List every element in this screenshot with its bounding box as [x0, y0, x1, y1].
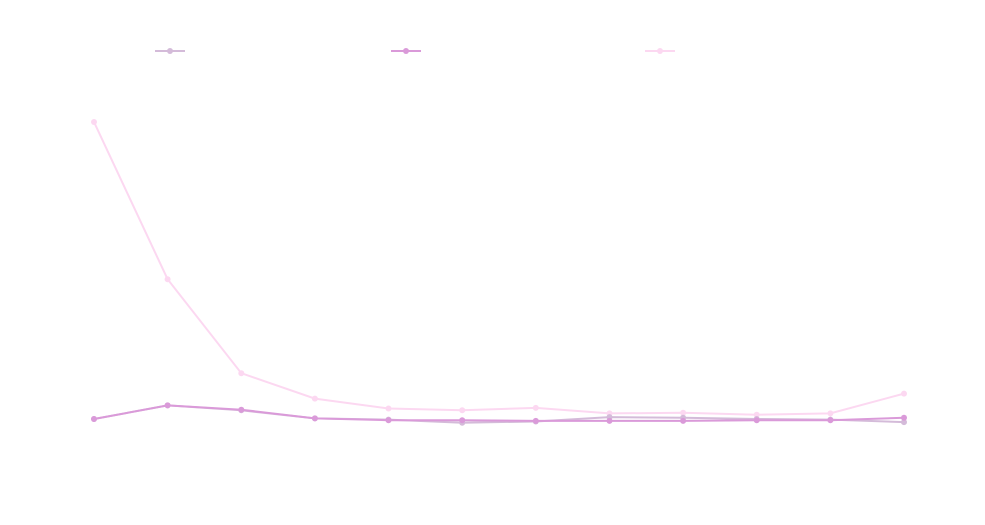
- series-3-point-6: [532, 404, 539, 411]
- series-2-point-9: [753, 417, 760, 424]
- series-3-point-5: [459, 407, 466, 414]
- series-2-point-11: [901, 414, 907, 421]
- series-2-point-3: [311, 415, 318, 422]
- legend-item-3: [645, 48, 675, 54]
- legend: [155, 48, 675, 54]
- series-3-point-9: [753, 411, 760, 418]
- series-2-point-7: [606, 417, 613, 424]
- series-2-point-4: [385, 417, 392, 424]
- series-2-point-2: [238, 406, 245, 413]
- series-3-point-8: [680, 409, 687, 416]
- series-2-point-1: [164, 402, 171, 409]
- series-3-point-2: [238, 370, 245, 377]
- plot-area: [91, 119, 907, 426]
- legend-item-1: [155, 48, 185, 54]
- series-3: [91, 119, 907, 418]
- series-3-point-1: [164, 276, 171, 283]
- legend-item-2: [391, 48, 421, 54]
- series-2-point-5: [459, 417, 466, 424]
- series-3-point-0: [91, 119, 97, 125]
- series-1-point-11: [901, 419, 907, 426]
- series-2: [91, 402, 907, 424]
- series-2-line: [93, 404, 905, 422]
- series-3-line: [93, 121, 905, 416]
- series-3-point-10: [827, 410, 834, 417]
- legend-swatch-marker-2: [403, 48, 409, 54]
- legend-swatch-marker-3: [657, 48, 663, 54]
- series-3-point-11: [901, 390, 907, 397]
- series-2-point-0: [91, 416, 97, 422]
- series-3-point-4: [385, 405, 392, 412]
- legend-swatch-marker-1: [167, 48, 173, 54]
- series-2-point-8: [680, 417, 687, 424]
- series-2-point-10: [827, 417, 834, 424]
- series-2-point-6: [532, 417, 539, 424]
- series-3-point-3: [311, 395, 318, 402]
